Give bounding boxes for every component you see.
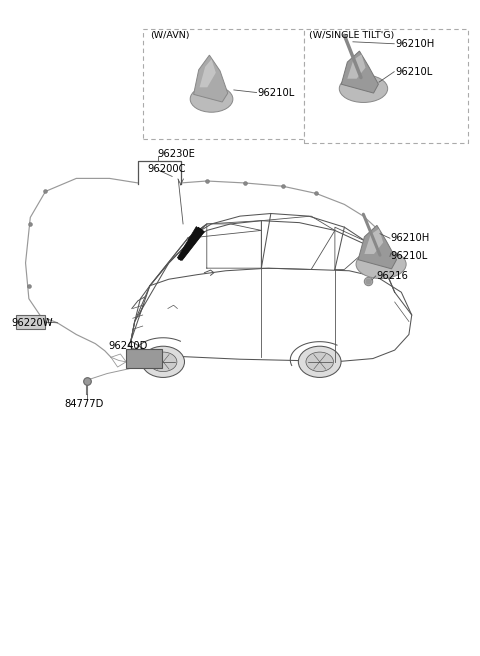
Text: 96200C: 96200C bbox=[147, 163, 186, 174]
Text: 96210H: 96210H bbox=[395, 39, 434, 49]
Text: (W/AVN): (W/AVN) bbox=[150, 31, 189, 40]
Polygon shape bbox=[193, 55, 228, 102]
Polygon shape bbox=[179, 227, 204, 260]
Polygon shape bbox=[178, 226, 201, 260]
Text: 96210L: 96210L bbox=[391, 251, 428, 262]
Polygon shape bbox=[348, 54, 365, 79]
Ellipse shape bbox=[339, 75, 388, 102]
Text: 96240D: 96240D bbox=[108, 341, 147, 351]
Polygon shape bbox=[364, 229, 383, 254]
Polygon shape bbox=[200, 59, 216, 87]
Ellipse shape bbox=[299, 346, 341, 377]
Text: 96210L: 96210L bbox=[258, 87, 295, 98]
Text: 96210L: 96210L bbox=[395, 67, 432, 77]
Ellipse shape bbox=[356, 250, 406, 279]
Text: 96210H: 96210H bbox=[391, 234, 430, 243]
Text: 96220W: 96220W bbox=[12, 318, 53, 328]
Ellipse shape bbox=[190, 86, 233, 112]
Text: 84777D: 84777D bbox=[64, 399, 104, 409]
FancyBboxPatch shape bbox=[143, 29, 304, 139]
Ellipse shape bbox=[149, 352, 177, 371]
Text: (W/SINGLE TILT'G): (W/SINGLE TILT'G) bbox=[309, 31, 394, 40]
Ellipse shape bbox=[142, 346, 184, 377]
FancyBboxPatch shape bbox=[126, 349, 162, 368]
Text: 96230E: 96230E bbox=[157, 149, 195, 159]
Ellipse shape bbox=[306, 352, 334, 371]
FancyBboxPatch shape bbox=[304, 29, 468, 142]
FancyBboxPatch shape bbox=[16, 315, 45, 329]
Polygon shape bbox=[341, 51, 378, 93]
Polygon shape bbox=[358, 225, 396, 269]
Text: 96216: 96216 bbox=[377, 271, 408, 281]
